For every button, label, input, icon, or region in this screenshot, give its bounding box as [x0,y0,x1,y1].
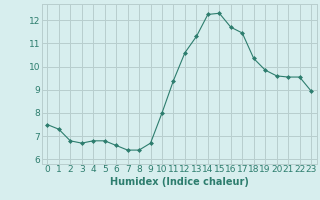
X-axis label: Humidex (Indice chaleur): Humidex (Indice chaleur) [110,177,249,187]
